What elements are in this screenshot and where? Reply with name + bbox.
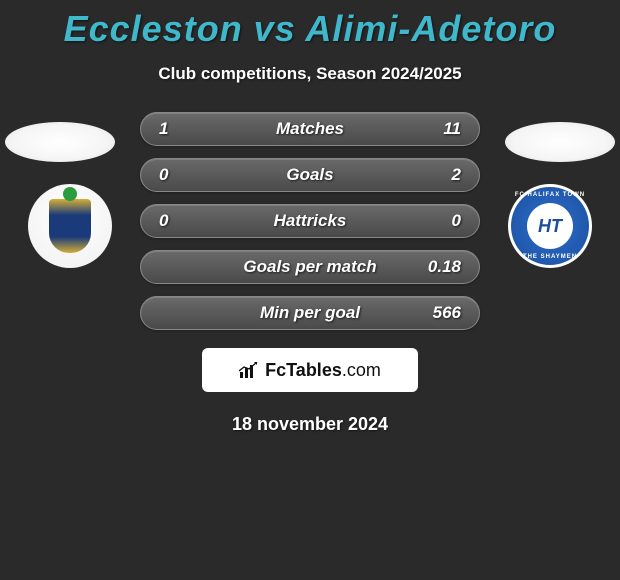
stat-label: Min per goal [199,303,421,323]
main-area: FC HALIFAX TOWN HT THE SHAYMEN 1 Matches… [0,112,620,332]
brand-badge: FcTables.com [202,348,418,392]
stat-label: Goals per match [199,257,421,277]
subtitle: Club competitions, Season 2024/2025 [0,64,620,84]
crest-inner-text: HT [527,203,573,249]
crest-ring-bottom: THE SHAYMEN [511,254,589,260]
stat-row: 0 Hattricks 0 [140,204,480,238]
chart-icon [239,362,259,378]
brand-name: FcTables [265,360,342,380]
stat-left: 0 [159,211,199,231]
stat-right: 0 [421,211,461,231]
date-label: 18 november 2024 [0,414,620,435]
stat-row: Goals per match 0.18 [140,250,480,284]
player-oval-left [5,122,115,162]
crest-ring-top: FC HALIFAX TOWN [511,192,589,198]
stat-left: 0 [159,165,199,185]
brand-text: FcTables.com [265,360,381,381]
stat-row: 0 Goals 2 [140,158,480,192]
stat-right: 2 [421,165,461,185]
player-oval-right [505,122,615,162]
stat-row: Min per goal 566 [140,296,480,330]
comparison-card: Eccleston vs Alimi-Adetoro Club competit… [0,0,620,580]
brand-suffix: .com [342,360,381,380]
stat-right: 566 [421,303,461,323]
stat-left: 1 [159,119,199,139]
stat-label: Matches [199,119,421,139]
shield-icon [49,199,91,253]
stat-right: 0.18 [421,257,461,277]
club-crest-right: FC HALIFAX TOWN HT THE SHAYMEN [508,184,592,268]
stat-row: 1 Matches 11 [140,112,480,146]
stat-right: 11 [421,119,461,139]
page-title: Eccleston vs Alimi-Adetoro [0,0,620,50]
stat-label: Hattricks [199,211,421,231]
club-crest-left [28,184,112,268]
stats-table: 1 Matches 11 0 Goals 2 0 Hattricks 0 Goa… [140,112,480,342]
stat-label: Goals [199,165,421,185]
